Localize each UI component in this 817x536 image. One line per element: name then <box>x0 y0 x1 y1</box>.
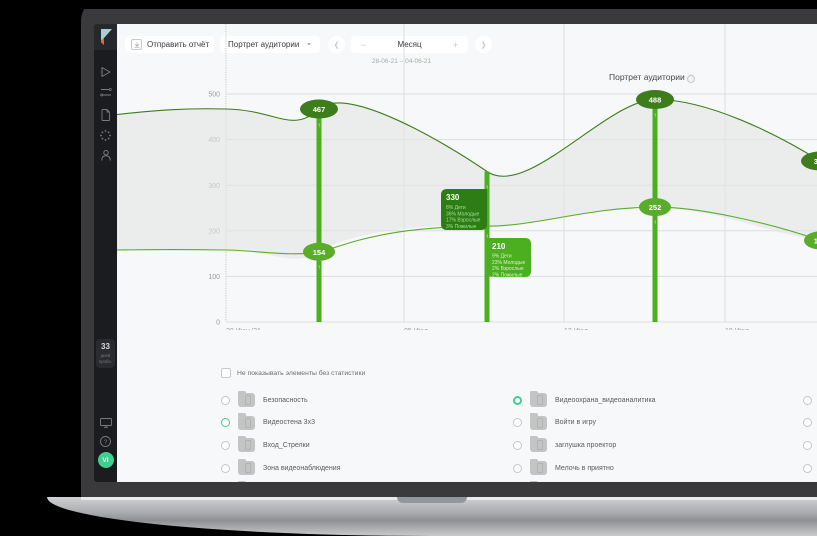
svg-text:23% Молодые: 23% Молодые <box>492 260 525 266</box>
svg-text:3% Пожилые: 3% Пожилые <box>446 224 477 230</box>
svg-text:0: 0 <box>216 320 220 327</box>
svg-text:330: 330 <box>446 193 460 202</box>
svg-text:2% Взрослые: 2% Взрослые <box>492 266 524 272</box>
svg-text:↑: ↑ <box>654 220 657 226</box>
svg-text:↑: ↑ <box>654 113 657 119</box>
svg-text:?: ? <box>104 439 108 446</box>
svg-text:28 Июн '21: 28 Июн '21 <box>226 328 261 330</box>
svg-text:2% Пожилые: 2% Пожилые <box>492 272 523 278</box>
svg-text:9% Дети: 9% Дети <box>492 254 512 260</box>
svg-text:19 Июл: 19 Июл <box>725 328 749 330</box>
svg-text:17% Взрослые: 17% Взрослые <box>446 218 481 224</box>
svg-text:488: 488 <box>649 96 662 105</box>
svg-text:500: 500 <box>208 92 220 99</box>
svg-text:154: 154 <box>313 248 326 257</box>
svg-text:252: 252 <box>649 203 662 212</box>
svg-text:36% Молодые: 36% Молодые <box>446 211 479 217</box>
svg-text:↑: ↑ <box>318 123 321 129</box>
svg-text:467: 467 <box>313 105 326 114</box>
svg-text:↑: ↑ <box>318 265 321 271</box>
svg-text:8% Дети: 8% Дети <box>446 205 466 211</box>
svg-text:100: 100 <box>208 274 220 281</box>
svg-text:12 Июл: 12 Июл <box>564 328 588 330</box>
svg-text:05 Июл: 05 Июл <box>404 328 428 330</box>
svg-text:210: 210 <box>492 242 506 251</box>
